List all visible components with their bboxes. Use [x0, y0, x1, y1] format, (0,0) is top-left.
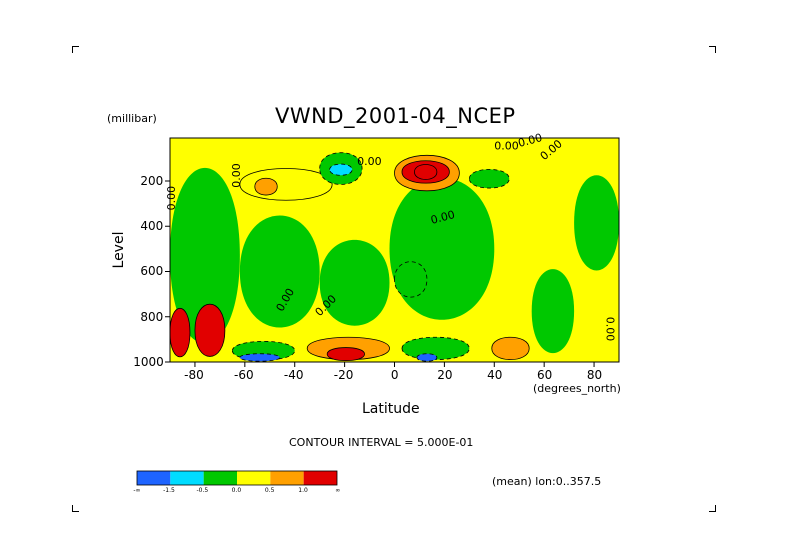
contour-region-7	[468, 169, 510, 189]
contour-region-17	[194, 303, 226, 357]
contour-region-green-1	[239, 215, 320, 328]
corner-mark-bottom-left	[72, 505, 79, 512]
y-tick-label: 1000	[133, 355, 164, 369]
y-tick-label: 600	[140, 264, 164, 279]
colorbar-tick-label: -1.5	[163, 487, 175, 494]
x-tick-label: -60	[234, 368, 254, 382]
contour-label-4: 0.00	[429, 208, 456, 227]
contour-label-5: 0.00	[517, 131, 544, 150]
x-tick-label: 80	[586, 368, 603, 382]
contour-region-13	[401, 336, 470, 361]
contour-label-7: 0.00	[604, 317, 617, 342]
x-axis-label: Latitude	[362, 401, 420, 417]
contour-region-16	[169, 307, 191, 358]
colorbar-swatch-1	[170, 471, 204, 485]
x-tick-label: -40	[283, 368, 304, 382]
contour-region-6	[414, 164, 438, 180]
contour-label-9: 0.00	[494, 139, 519, 152]
colorbar-swatch-3	[237, 471, 271, 485]
contour-region-10	[239, 353, 281, 362]
x-axis-unit: (degrees_north)	[533, 382, 621, 395]
colorbar-swatch-2	[203, 471, 237, 485]
colorbar-tick-label: 1.0	[298, 487, 308, 494]
colorbar-swatch-5	[303, 471, 337, 485]
contour-region-green-0	[170, 167, 240, 344]
contour-region-green-2	[319, 239, 390, 326]
y-axis-unit: (millibar)	[107, 112, 157, 125]
contour-region-3	[329, 163, 353, 176]
y-tick-label: 400	[140, 219, 164, 234]
contour-label-1: 0.00	[165, 186, 178, 211]
x-tick-label: 60	[536, 368, 553, 382]
contour-region-0	[239, 168, 333, 201]
contour-region-green-4	[531, 269, 575, 354]
contour-interval-text: CONTOUR INTERVAL = 5.000E-01	[289, 436, 474, 449]
contour-label-8: 0.00	[357, 155, 382, 168]
contour-label-0: 0.00	[230, 163, 243, 188]
contour-region-1	[254, 177, 278, 196]
x-tick-label: 0	[390, 368, 399, 382]
corner-mark-top-left	[72, 46, 79, 53]
contour-region-15	[491, 336, 530, 360]
y-tick-label: 200	[140, 173, 164, 188]
corner-mark-top-right	[709, 46, 716, 53]
y-tick-label: 800	[140, 309, 164, 324]
contour-region-14	[416, 353, 438, 362]
x-tick-label: -20	[333, 368, 354, 382]
contour-region-8	[394, 261, 428, 298]
colorbar-frame	[136, 470, 338, 486]
colorbar-tick-label: ∞	[335, 487, 341, 494]
y-axis-label: Level	[111, 231, 127, 269]
colorbar-swatch-4	[270, 471, 304, 485]
contour-region-green-3	[389, 177, 495, 320]
colorbar-tick-label: 0.0	[231, 487, 242, 494]
colorbar-swatch-0	[137, 471, 171, 485]
contour-region-12	[326, 347, 365, 362]
corner-mark-bottom-right	[709, 505, 716, 512]
x-tick-label: 40	[487, 368, 503, 382]
contour-region-green-5	[574, 175, 619, 271]
x-tick-label: 20	[437, 368, 453, 382]
x-tick-label: -80	[184, 368, 204, 382]
colorbar-tick-label: -∞	[133, 487, 141, 494]
mean-longitude-text: (mean) lon:0..357.5	[492, 475, 602, 488]
chart-title: VWND_2001-04_NCEP	[275, 104, 516, 128]
colorbar-tick-label: 0.5	[264, 487, 275, 494]
colorbar-tick-label: -0.5	[196, 487, 209, 494]
